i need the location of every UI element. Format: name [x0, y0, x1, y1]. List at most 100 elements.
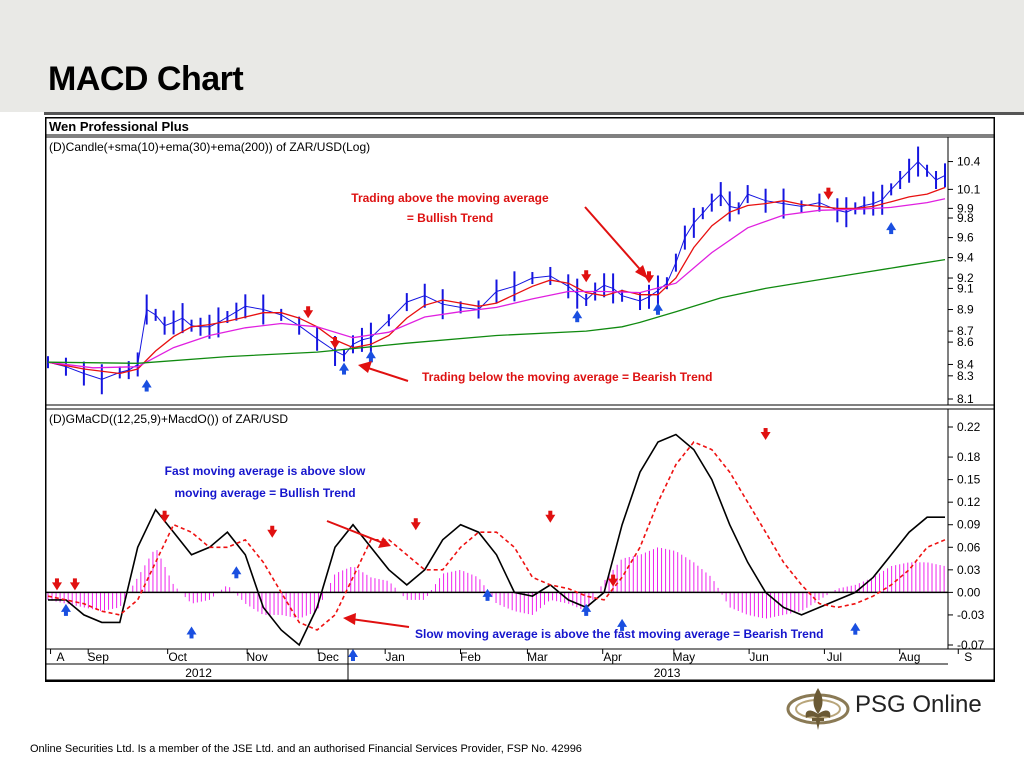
header-band	[0, 0, 1024, 112]
sell-marker-stem	[584, 270, 589, 276]
logo-text: PSG Online	[855, 691, 982, 718]
buy-marker-stem	[350, 656, 355, 661]
bearish-macd-arrow-head	[343, 613, 356, 625]
signal-line	[47, 441, 946, 631]
price-y-tick-label: 8.9	[957, 303, 974, 317]
bearish-macd-annotation: Slow moving average is above the fast mo…	[415, 627, 823, 641]
bearish-macd-arrow-line	[350, 618, 410, 628]
macd-y-tick-label: 0.18	[957, 450, 981, 464]
sell-marker	[410, 522, 421, 531]
chart-frame: Wen Professional Plus (D)Candle(+sma(10)…	[43, 115, 997, 684]
sell-marker	[159, 514, 170, 523]
buy-marker-stem	[63, 610, 68, 616]
bullish-annotation-line1: Trading above the moving average	[351, 191, 549, 205]
sell-marker	[69, 582, 80, 591]
macd-y-tick-label: 0.15	[957, 473, 981, 487]
sell-marker	[823, 191, 834, 200]
software-title: Wen Professional Plus	[49, 119, 189, 134]
buy-marker	[347, 649, 358, 657]
buy-marker-stem	[575, 317, 580, 323]
price-panel-title: (D)Candle(+sma(10)+ema(30)+ema(200)) of …	[49, 140, 370, 154]
bullish-arrow-head	[635, 265, 648, 279]
buy-marker-stem	[655, 309, 660, 315]
page-title: MACD Chart	[48, 60, 244, 98]
bearish-annotation: Trading below the moving average = Beari…	[422, 370, 712, 384]
macd-y-tick-label: 0.06	[957, 540, 981, 554]
month-label: Aug	[899, 650, 920, 664]
month-label: Feb	[460, 650, 481, 664]
price-y-tick-label: 9.4	[957, 251, 974, 265]
psg-logo	[782, 684, 1002, 734]
sell-marker-stem	[611, 574, 616, 580]
buy-marker-stem	[620, 625, 625, 631]
sell-marker	[545, 514, 556, 523]
sell-marker	[330, 340, 341, 349]
buy-marker-stem	[853, 629, 858, 635]
x-axis-labels: A Sep Oct Nov Dec Jan Feb Mar Apr May Jun Jul Aug S 20…	[50, 649, 972, 680]
bullish-macd-arrow-head	[378, 537, 391, 548]
macd-series	[47, 433, 946, 647]
macd-histogram	[47, 547, 945, 619]
buy-marker	[60, 603, 71, 612]
fleur-de-lis-icon	[786, 688, 850, 730]
price-y-tick-label: 10.4	[957, 155, 981, 169]
price-y-tick-label: 8.1	[957, 392, 974, 406]
macd-signal-markers	[51, 428, 861, 661]
month-label: Jul	[827, 650, 842, 664]
price-y-tick-label: 8.4	[957, 357, 974, 371]
bullish-annotation-line2: = Bullish Trend	[407, 211, 493, 225]
bullish-macd-annotation-line1: Fast moving average is above slow	[165, 464, 366, 478]
price-y-tick-label: 9.6	[957, 231, 974, 245]
sell-marker	[267, 529, 278, 538]
macd-y-tick-label: 0.03	[957, 563, 981, 577]
buy-marker-stem	[234, 573, 239, 579]
month-label: May	[672, 650, 695, 664]
sell-marker-stem	[54, 578, 59, 584]
bullish-macd-annotation-line2: moving average = Bullish Trend	[174, 486, 355, 500]
sell-marker-stem	[826, 187, 831, 193]
price-y-tick-label: 9.9	[957, 201, 974, 215]
year-label: 2013	[654, 666, 681, 680]
price-y-tick-label: 9.8	[957, 211, 974, 225]
price-signal-markers	[141, 187, 897, 392]
sell-marker	[51, 582, 62, 591]
ema30-line	[47, 198, 946, 369]
price-y-tick-label: 8.3	[957, 369, 974, 383]
sell-marker-stem	[413, 518, 418, 524]
title-divider	[44, 112, 1024, 115]
buy-marker-stem	[189, 633, 194, 639]
macd-y-tick-label: 0.00	[957, 585, 981, 599]
buy-marker	[141, 379, 152, 388]
buy-marker-stem	[144, 386, 149, 392]
macd-y-tick-label: 0.12	[957, 495, 981, 509]
buy-marker-stem	[368, 357, 373, 363]
footer-disclaimer: Online Securities Ltd. Is a member of th…	[30, 743, 582, 755]
sell-marker	[581, 274, 592, 283]
sell-marker-stem	[333, 336, 338, 342]
buy-marker	[365, 350, 376, 359]
price-y-tick-label: 9.1	[957, 281, 974, 295]
macd-y-tick-label: -0.03	[957, 608, 985, 622]
price-y-tick-label: 10.1	[957, 182, 981, 196]
month-label: Apr	[603, 650, 622, 664]
price-y-tick-label: 8.6	[957, 335, 974, 349]
year-label: 2012	[185, 666, 212, 680]
buy-marker	[581, 603, 592, 612]
month-label: Nov	[246, 650, 267, 664]
sell-marker	[760, 432, 771, 441]
price-panel-frame	[45, 136, 995, 406]
macd-y-tick-label: 0.22	[957, 420, 981, 434]
price-y-tick-label: 8.7	[957, 324, 974, 338]
macd-chart-svg: Wen Professional Plus (D)Candle(+sma(10)…	[43, 115, 997, 684]
price-y-ticks: 10.410.19.99.89.69.49.29.18.98.78.68.48.…	[948, 155, 981, 406]
buy-marker	[850, 622, 861, 631]
macd-line	[48, 433, 945, 647]
price-y-tick-label: 9.2	[957, 271, 974, 285]
buy-marker	[572, 310, 583, 319]
buy-marker	[231, 566, 242, 575]
sell-marker	[303, 310, 314, 319]
ema200-line	[47, 258, 946, 364]
macd-panel-title: (D)GMaCD((12,25,9)+MacdO()) of ZAR/USD	[49, 412, 288, 426]
bullish-macd-annotation: Fast moving average is above slow moving…	[165, 464, 366, 500]
price-series	[47, 146, 946, 395]
